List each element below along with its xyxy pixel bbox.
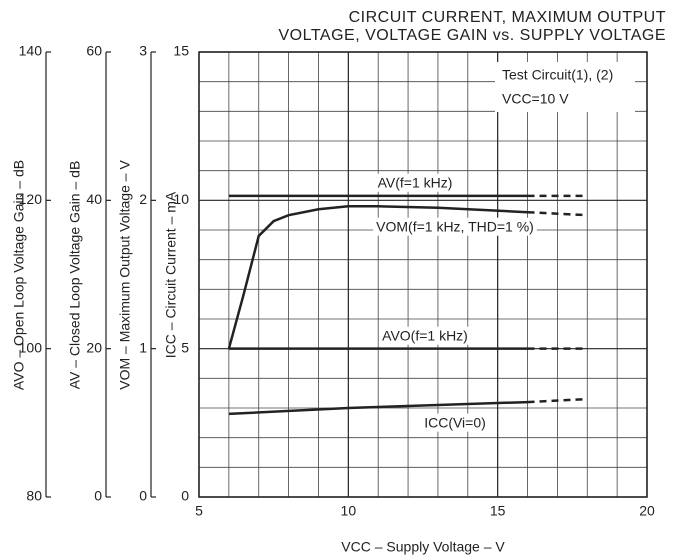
y-tick-label: 80 bbox=[26, 488, 42, 504]
x-tick-label: 5 bbox=[195, 503, 203, 519]
y-tick-label: 5 bbox=[181, 339, 189, 355]
y-tick-label: 3 bbox=[139, 43, 147, 59]
label-background bbox=[373, 217, 537, 236]
y-tick-label: 60 bbox=[86, 43, 102, 59]
y-tick-label: 10 bbox=[173, 191, 189, 207]
y-tick-label: 100 bbox=[19, 339, 43, 355]
series-label: AV(f=1 kHz) bbox=[378, 175, 453, 191]
y-tick-label: 20 bbox=[86, 339, 102, 355]
y-tick-label: 2 bbox=[139, 191, 147, 207]
y-tick-label: 1 bbox=[139, 339, 147, 355]
x-tick-label: 20 bbox=[639, 503, 655, 519]
y-axis-title: VOM – Maximum Output Voltage – V bbox=[117, 160, 133, 390]
chart-title: CIRCUIT CURRENT, MAXIMUM OUTPUT bbox=[349, 9, 666, 26]
x-tick-label: 10 bbox=[341, 503, 357, 519]
series-label: ICC(Vi=0) bbox=[424, 415, 486, 431]
series-line bbox=[527, 397, 588, 404]
series-line bbox=[527, 210, 588, 217]
y-tick-label: 40 bbox=[86, 191, 102, 207]
y-tick-label: 120 bbox=[19, 191, 43, 207]
series-label: AVO(f=1 kHz) bbox=[382, 328, 468, 344]
series-line bbox=[227, 205, 528, 349]
plot-frame bbox=[198, 51, 648, 498]
y-tick-label: 0 bbox=[139, 488, 147, 504]
annotation: Test Circuit(1), (2) bbox=[502, 67, 613, 83]
label-background bbox=[374, 173, 456, 192]
chart-title: VOLTAGE, VOLTAGE GAIN vs. SUPPLY VOLTAGE bbox=[278, 27, 666, 44]
annotation: VCC=10 V bbox=[502, 91, 569, 107]
label-background bbox=[379, 326, 471, 345]
y-axis-title: ICC – Circuit Current – mA bbox=[163, 191, 179, 358]
label-background bbox=[421, 413, 489, 432]
y-tick-label: 15 bbox=[173, 43, 189, 59]
series-line bbox=[228, 400, 528, 416]
y-axis-title: AV – Closed Loop Voltage Gain – dB bbox=[67, 161, 83, 390]
x-tick-label: 15 bbox=[490, 503, 506, 519]
series-label: VOM(f=1 kHz, THD=1 %) bbox=[376, 219, 534, 235]
y-tick-label: 0 bbox=[181, 488, 189, 504]
y-axis-title: AVO – Open Loop Voltage Gain – dB bbox=[11, 160, 27, 390]
x-axis-title: VCC – Supply Voltage – V bbox=[341, 539, 505, 555]
y-tick-label: 140 bbox=[19, 43, 43, 59]
annotation-background bbox=[495, 62, 635, 112]
y-tick-label: 0 bbox=[94, 488, 102, 504]
